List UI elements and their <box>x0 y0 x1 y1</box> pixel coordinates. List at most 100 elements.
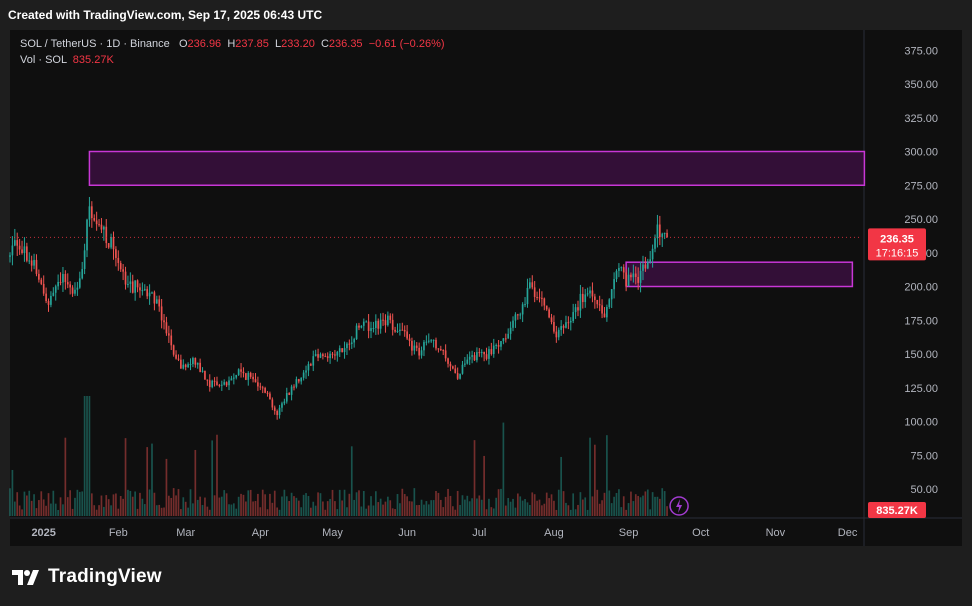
candle-body <box>504 338 507 340</box>
candle-body <box>492 345 495 355</box>
candle-body <box>586 293 589 295</box>
candle-body <box>415 345 418 348</box>
volume-bar <box>483 455 485 516</box>
chart-legend: SOL / TetherUS · 1D · Binance O236.96 H2… <box>20 36 445 68</box>
chart-frame[interactable] <box>10 30 962 546</box>
candle-body <box>452 366 454 369</box>
volume-bar <box>490 507 493 516</box>
candle-body <box>196 362 199 365</box>
candle-body <box>581 293 584 303</box>
volume-bar <box>220 496 223 516</box>
volume-bar <box>119 495 122 516</box>
candle-body <box>288 393 291 395</box>
candle-body <box>329 353 331 359</box>
candle-body <box>155 299 158 304</box>
volume-bar <box>430 500 433 516</box>
volume-bar <box>334 501 336 516</box>
volume-label[interactable]: Vol · SOL <box>20 54 67 66</box>
candle-body <box>107 243 110 248</box>
volume-bar <box>492 508 495 516</box>
candle-body <box>425 341 428 343</box>
candle-body <box>86 219 88 251</box>
close-value: 236.35 <box>328 38 363 50</box>
candle-body <box>488 349 490 359</box>
volume-bar <box>11 469 14 516</box>
candle-body <box>180 359 182 369</box>
candle-body <box>408 338 411 341</box>
volume-bar <box>201 505 204 516</box>
candle-body <box>548 309 550 318</box>
candle-body <box>35 259 38 274</box>
volume-bar <box>165 458 168 516</box>
candle-body <box>122 269 124 272</box>
volume-bar <box>206 506 209 516</box>
candle-body <box>76 287 79 290</box>
volume-bar <box>468 501 471 516</box>
volume-bar <box>627 503 630 516</box>
volume-bar <box>45 505 47 516</box>
volume-bar <box>485 509 488 516</box>
y-tick-label: 350.00 <box>904 79 938 91</box>
volume-bar <box>71 508 74 516</box>
candle-body <box>247 372 250 380</box>
volume-bar <box>601 500 603 516</box>
candle-body <box>444 350 447 359</box>
candle-body <box>658 224 661 238</box>
volume-bar <box>630 491 632 516</box>
volume-bar <box>541 505 543 516</box>
candle-body <box>418 347 420 356</box>
candle-body <box>136 280 139 288</box>
volume-bar <box>271 502 274 516</box>
candle-body <box>449 363 452 367</box>
volume-bar <box>596 489 599 516</box>
candle-body <box>160 306 163 321</box>
volume-bar <box>93 505 96 516</box>
candle-body <box>401 329 404 331</box>
candle-body <box>574 307 577 313</box>
volume-bar <box>326 501 329 516</box>
candle-body <box>661 233 664 238</box>
volume-bar <box>350 446 353 516</box>
volume-bar <box>360 506 363 516</box>
candle-body <box>225 382 228 386</box>
volume-bar <box>553 500 555 516</box>
volume-bar <box>141 498 144 516</box>
volume-bar <box>346 507 348 516</box>
candle-body <box>153 292 156 304</box>
volume-bar <box>199 496 201 516</box>
candle-body <box>478 352 481 354</box>
volume-bar <box>177 489 180 516</box>
candle-body <box>13 240 16 246</box>
candle-body <box>420 350 423 356</box>
zone-rect-1 <box>88 150 866 186</box>
candle-body <box>644 264 647 269</box>
volume-bar <box>529 505 531 516</box>
volume-bar <box>550 494 553 516</box>
volume-bar <box>266 509 269 516</box>
volume-bar <box>305 493 307 516</box>
volume-bar <box>16 492 19 516</box>
volume-bar <box>74 497 76 516</box>
volume-bar <box>411 501 413 516</box>
candle-body <box>553 322 555 332</box>
y-tick-label: 150.00 <box>904 349 938 361</box>
candle-body <box>105 226 108 244</box>
symbol-label[interactable]: SOL / TetherUS · 1D · Binance <box>20 38 170 50</box>
volume-bar <box>322 501 324 516</box>
candle-body <box>62 274 64 283</box>
tradingview-brand[interactable]: TradingView <box>12 566 162 588</box>
volume-bar <box>613 496 615 516</box>
volume-bar <box>495 497 498 516</box>
volume-bar <box>124 438 127 516</box>
volume-bar <box>105 495 108 516</box>
candle-body <box>117 257 120 263</box>
open-label: O <box>178 38 188 50</box>
candle-body <box>100 224 103 230</box>
volume-bar <box>237 496 240 516</box>
candle-body <box>312 356 315 366</box>
candle-body <box>507 333 510 339</box>
volume-bar <box>343 489 346 516</box>
candle-body <box>271 399 274 408</box>
candle-body <box>45 293 47 302</box>
